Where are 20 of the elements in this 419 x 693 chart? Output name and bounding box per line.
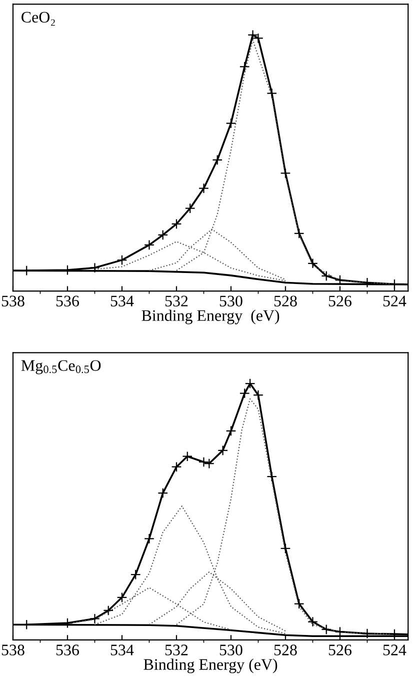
x-tick-label: 534 [110, 644, 134, 656]
x-axis-title: Binding Energy (eV) [144, 658, 278, 674]
x-tick-label: 528 [274, 644, 297, 656]
chart-title: Mg$_{0.5}$Ce$_{0.5}$O [21, 360, 101, 374]
x-tick-label: 526 [328, 296, 352, 306]
chart-title: CeO₂ [22, 12, 55, 26]
x-tick-label: 528 [274, 296, 297, 306]
x-tick-label: 532 [165, 644, 188, 656]
x-tick-label: 538 [2, 296, 24, 306]
x-tick-label: 536 [56, 644, 79, 656]
x-tick-label: 524 [383, 644, 406, 656]
x-tick-label: 536 [56, 296, 79, 306]
x-tick-label: 530 [220, 644, 242, 656]
x-tick-label: 534 [110, 296, 134, 306]
x-tick-label: 532 [165, 296, 188, 306]
x-tick-label: 538 [2, 644, 24, 656]
x-tick-label: 530 [220, 296, 242, 306]
x-axis-title: Binding Energy (eV) [142, 310, 280, 324]
x-tick-label: 526 [328, 644, 352, 656]
x-tick-label: 524 [383, 296, 406, 306]
